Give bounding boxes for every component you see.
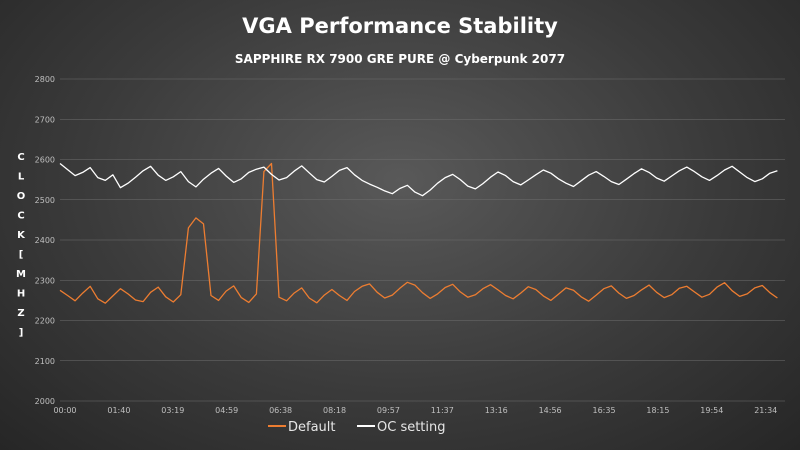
y-tick-label: 2300 xyxy=(35,276,55,285)
series-line-oc-setting xyxy=(59,162,778,197)
x-tick-label: 03:19 xyxy=(161,406,184,415)
y-ticks: 2000 2100 2200 2300 2400 2500 2600 2700 2800 xyxy=(35,75,55,406)
x-tick-label: 19:54 xyxy=(700,406,723,415)
y-tick-label: 2800 xyxy=(35,75,55,84)
series-line-default xyxy=(59,162,778,304)
y-tick-label: 2100 xyxy=(35,357,55,366)
x-tick-label: 13:16 xyxy=(485,406,508,415)
x-tick-label: 09:57 xyxy=(377,406,400,415)
x-tick-label: 08:18 xyxy=(323,406,346,415)
y-tick-label: 2000 xyxy=(35,397,55,406)
x-tick-label: 00:00 xyxy=(53,406,76,415)
grid xyxy=(60,78,785,402)
x-tick-label: 21:34 xyxy=(754,406,777,415)
y-tick-label: 2400 xyxy=(35,236,55,245)
x-tick-label: 14:56 xyxy=(539,406,562,415)
x-ticks: 00:00 01:40 03:19 04:59 06:38 08:18 09:57 11:37… xyxy=(53,406,777,415)
y-tick-label: 2700 xyxy=(35,115,55,124)
x-tick-label: 06:38 xyxy=(269,406,292,415)
y-tick-label: 2500 xyxy=(35,196,55,205)
chart-subtitle: SAPPHIRE RX 7900 GRE PURE @ Cyberpunk 20… xyxy=(235,52,565,66)
y-axis-label: C L O C K[M H Z] xyxy=(16,152,26,339)
x-tick-label: 16:35 xyxy=(593,406,616,415)
y-tick-label: 2600 xyxy=(35,156,55,165)
legend-label-default: Default xyxy=(288,420,336,435)
legend-label-oc: OC setting xyxy=(377,420,446,435)
y-tick-label: 2200 xyxy=(35,317,55,326)
x-tick-label: 18:15 xyxy=(646,406,669,415)
x-tick-label: 01:40 xyxy=(107,406,130,415)
legend: Default OC setting xyxy=(268,420,446,435)
chart-title: VGA Performance Stability xyxy=(242,14,558,38)
x-tick-label: 04:59 xyxy=(215,406,238,415)
series-group xyxy=(59,162,778,304)
x-tick-label: 11:37 xyxy=(431,406,454,415)
